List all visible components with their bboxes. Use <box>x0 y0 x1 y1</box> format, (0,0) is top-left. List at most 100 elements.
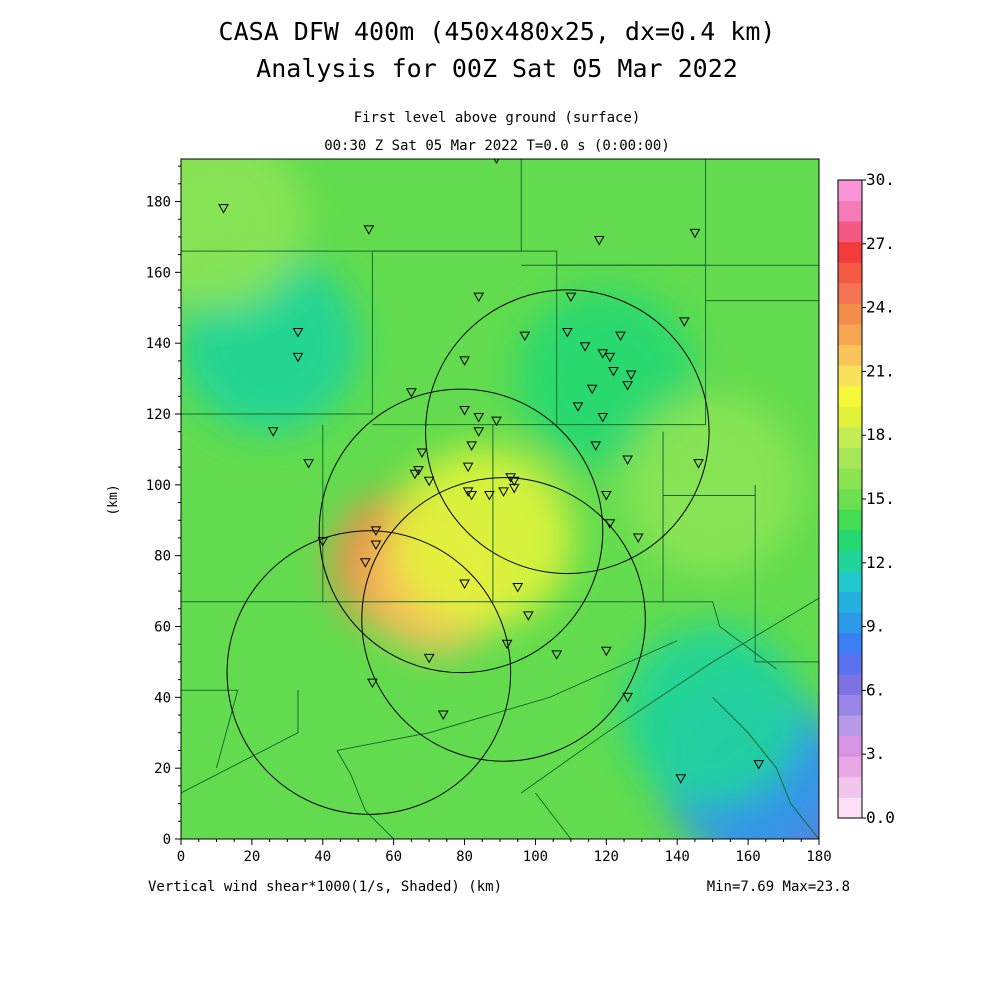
station-marker <box>473 413 485 423</box>
x-tick-label: 160 <box>735 849 760 865</box>
x-axis: 0 20 40 60 80 100 120 140 160 180 <box>177 839 832 865</box>
station-marker <box>615 331 626 342</box>
colorbar-band <box>838 571 862 593</box>
radar-ring <box>226 530 512 815</box>
station-marker <box>423 476 435 487</box>
colorbar-label: 9. <box>866 617 885 636</box>
colorbar-band <box>838 406 862 428</box>
radar-ring <box>425 289 710 574</box>
radar-ring <box>318 388 604 674</box>
y-tick-label: 20 <box>154 761 171 777</box>
colorbar-band <box>838 735 862 757</box>
station-marker <box>363 225 375 235</box>
colorbar-label: 24. <box>866 298 895 317</box>
y-axis-label: (km) <box>106 484 121 515</box>
colorbar-label: 12. <box>866 553 895 572</box>
colorbar-label: 27. <box>866 234 895 253</box>
station-marker <box>523 611 534 621</box>
colorbar-label: 30. <box>866 170 895 189</box>
colorbar-label: 21. <box>866 361 895 380</box>
county-line <box>663 601 777 670</box>
colorbar-band <box>838 694 862 716</box>
colorbar-band <box>838 221 862 243</box>
station-marker <box>622 455 633 466</box>
station-marker <box>491 416 502 427</box>
county-line <box>336 750 395 839</box>
colorbar-band <box>838 200 862 222</box>
county-line <box>556 264 707 426</box>
colorbar-band <box>838 632 862 654</box>
colorbar-label: 6. <box>866 680 885 699</box>
shear-field <box>181 159 819 839</box>
station-marker <box>473 427 485 437</box>
station-marker <box>519 331 531 342</box>
colorbar-band <box>838 180 862 201</box>
chart-title: CASA DFW 400m (450x480x25, dx=0.4 km) <box>219 17 776 46</box>
colorbar-band <box>838 653 862 675</box>
station-marker <box>632 533 644 543</box>
station-marker <box>593 235 605 246</box>
station-marker <box>501 639 513 650</box>
colorbar-band <box>838 673 862 695</box>
station-marker <box>437 710 449 721</box>
station-marker <box>508 476 520 487</box>
station-marker <box>459 405 470 416</box>
colorbar-band <box>838 612 862 634</box>
station-marker <box>370 540 382 551</box>
plot-area <box>181 159 819 839</box>
colorbar-band <box>838 447 862 469</box>
station-marker <box>551 650 563 660</box>
colorbar-band <box>838 282 862 304</box>
colorbar-band <box>838 365 862 387</box>
county-line <box>754 484 819 663</box>
station-marker <box>359 558 371 568</box>
colorbar-band <box>838 468 862 490</box>
colorbar: 0.0 3. 6. 9. 12. 15. 18. 21. 24. 27. 30. <box>837 170 895 827</box>
colorbar-band <box>838 324 862 346</box>
station-marker <box>590 441 602 451</box>
station-marker <box>572 402 584 412</box>
y-tick-label: 40 <box>154 690 171 706</box>
x-tick-label: 180 <box>806 849 831 865</box>
x-tick-label: 80 <box>456 849 473 865</box>
station-marker <box>423 653 435 664</box>
station-marker <box>597 413 609 423</box>
x-tick-label: 0 <box>177 849 185 865</box>
station-marker <box>675 774 687 784</box>
chart-subtitle: First level above ground (surface) <box>354 110 641 126</box>
station-marker <box>600 646 612 657</box>
colorbar-band <box>838 241 862 263</box>
y-tick-label: 180 <box>146 195 171 211</box>
colorbar-band <box>838 715 862 737</box>
field-feature <box>622 394 803 575</box>
station-marker <box>579 342 591 352</box>
station-marker <box>604 519 616 529</box>
station-marker <box>409 469 421 480</box>
x-tick-label: 100 <box>523 849 548 865</box>
station-marker <box>466 441 477 451</box>
colorbar-band <box>838 550 862 572</box>
station-marker <box>292 352 304 363</box>
y-tick-label: 80 <box>154 549 171 565</box>
county-line <box>336 640 678 751</box>
colorbar-band <box>838 488 862 510</box>
station-marker <box>597 349 609 359</box>
colorbar-band <box>838 529 862 551</box>
chart-subtitle-line2: 00:30 Z Sat 05 Mar 2022 T=0.0 s (0:00:00… <box>324 138 670 154</box>
station-marker <box>416 448 428 458</box>
station-marker <box>459 356 470 366</box>
station-marker <box>753 760 765 770</box>
county-line <box>181 689 239 769</box>
station-marker <box>466 490 477 501</box>
x-tick-label: 140 <box>665 849 690 865</box>
colorbar-band <box>838 344 862 366</box>
station-marker <box>367 678 378 689</box>
station-marker <box>565 292 577 303</box>
station-marker <box>512 583 524 593</box>
colorbar-band <box>838 385 862 407</box>
station-marker <box>678 317 690 327</box>
station-marker <box>484 490 495 501</box>
station-marker <box>689 228 701 239</box>
colorbar-band <box>838 509 862 531</box>
